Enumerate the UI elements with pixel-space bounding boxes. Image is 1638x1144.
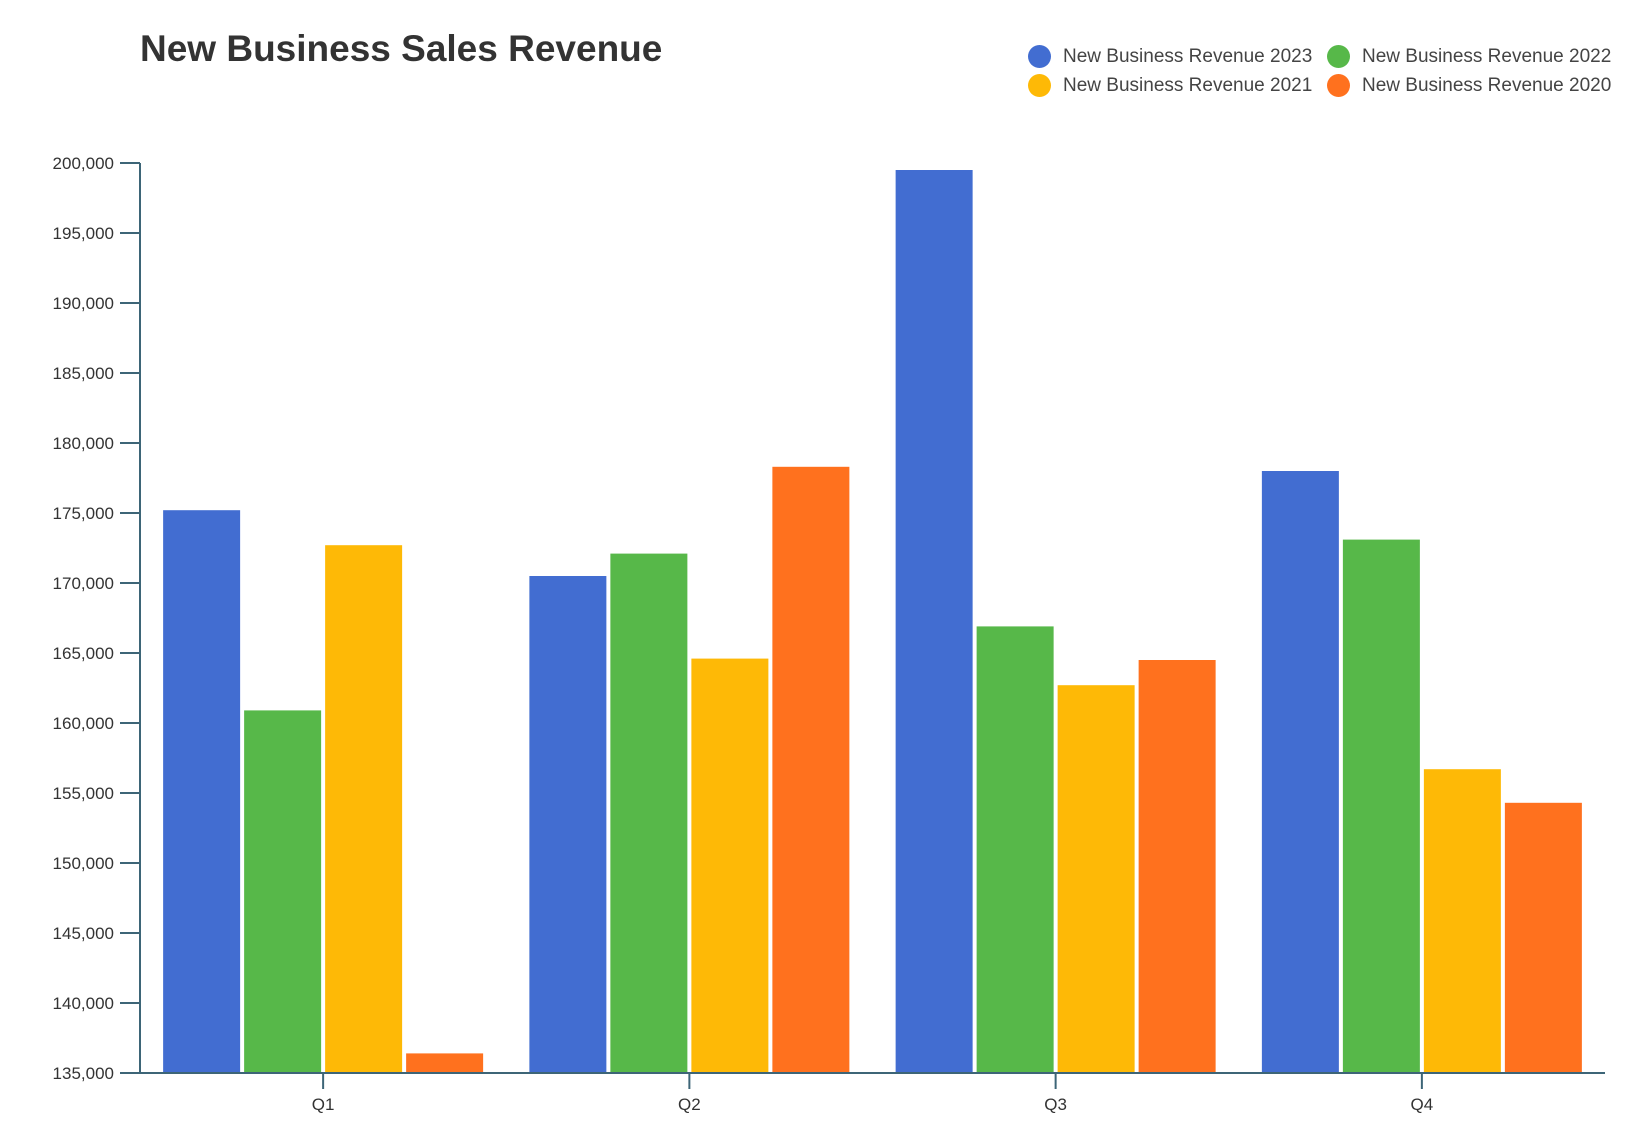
y-tick-label: 180,000 [53,434,114,453]
bar-q1-2022 [244,710,322,1073]
legend-label: New Business Revenue 2021 [1063,74,1313,96]
bar-q2-2023 [529,576,607,1073]
y-tick-label: 135,000 [53,1064,114,1083]
y-tick-label: 155,000 [53,784,114,803]
y-tick-label: 150,000 [53,854,114,873]
y-tick-label: 190,000 [53,294,114,313]
y-tick-label: 165,000 [53,644,114,663]
y-tick-label: 200,000 [53,154,114,173]
legend-dot-icon [1028,45,1051,68]
y-tick-label: 140,000 [53,994,114,1013]
x-tick-label: Q3 [1044,1095,1067,1114]
legend-dot-icon [1327,74,1350,97]
bar-q4-2022 [1342,539,1420,1073]
legend-item-2021: New Business Revenue 2021 [1028,74,1312,97]
y-tick-label: 160,000 [53,714,114,733]
bar-q3-2021 [1057,685,1135,1073]
bar-q2-2020 [772,466,850,1073]
y-tick-label: 170,000 [53,574,114,593]
bar-q3-2020 [1138,660,1216,1073]
legend-label: New Business Revenue 2020 [1362,74,1612,96]
legend-label: New Business Revenue 2023 [1063,45,1313,67]
legend-label: New Business Revenue 2022 [1362,45,1612,67]
chart-title: New Business Sales Revenue [140,28,663,69]
legend-dot-icon [1028,74,1051,97]
legend-item-2023: New Business Revenue 2023 [1028,45,1312,68]
bar-q4-2020 [1504,802,1582,1073]
y-tick-label: 175,000 [53,504,114,523]
x-tick-label: Q2 [678,1095,701,1114]
bar-q4-2021 [1423,769,1501,1073]
bar-q3-2023 [895,170,973,1073]
bar-q3-2022 [976,626,1054,1073]
x-tick-label: Q1 [312,1095,335,1114]
bar-q2-2022 [610,553,688,1073]
bar-q1-2023 [163,510,241,1073]
bar-q4-2023 [1261,471,1339,1073]
bar-q2-2021 [691,658,769,1073]
x-tick-label: Q4 [1411,1095,1434,1114]
legend-item-2022: New Business Revenue 2022 [1327,45,1611,68]
y-tick-label: 185,000 [53,364,114,383]
legend-item-2020: New Business Revenue 2020 [1327,74,1611,97]
bar-q1-2020 [406,1053,484,1073]
bar-q1-2021 [325,545,403,1073]
y-tick-label: 195,000 [53,224,114,243]
legend-dot-icon [1327,45,1350,68]
y-tick-label: 145,000 [53,924,114,943]
